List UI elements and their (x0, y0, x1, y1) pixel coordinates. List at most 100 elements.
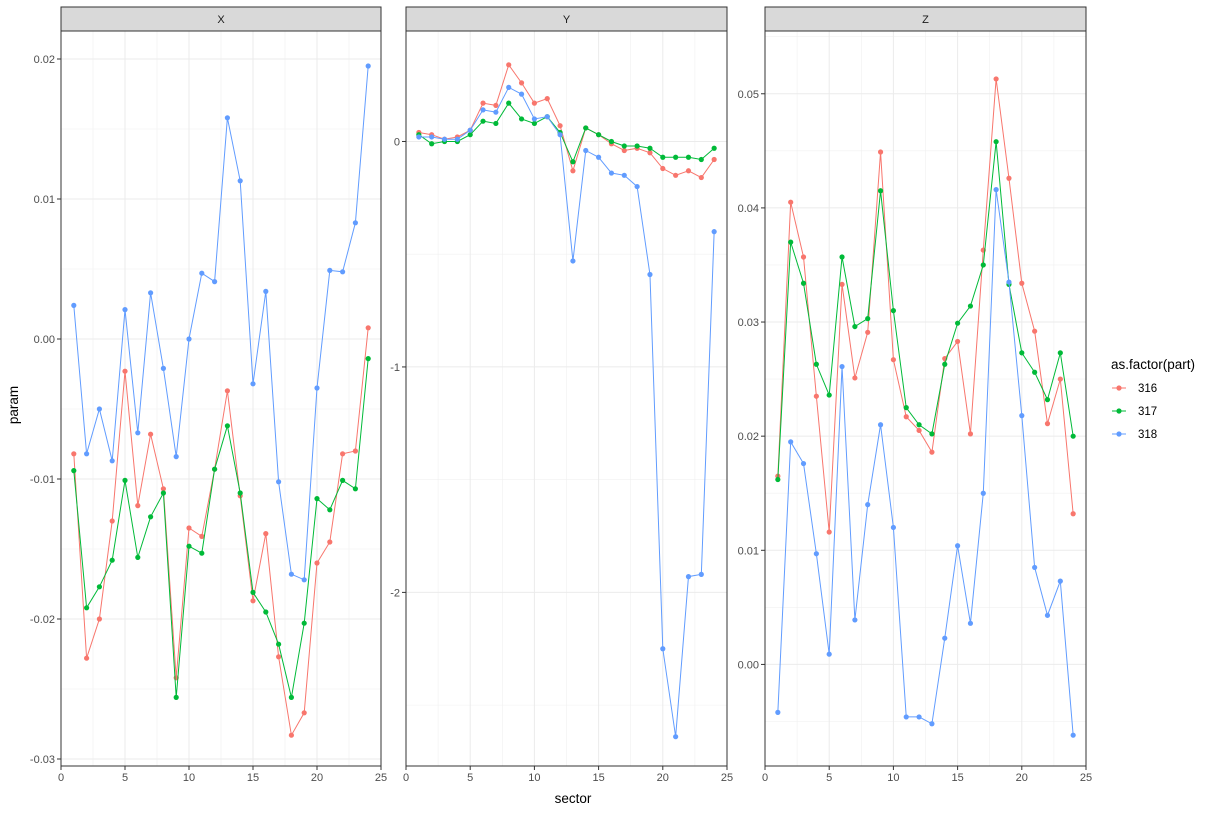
data-point-317 (429, 141, 435, 147)
data-point-318 (441, 136, 448, 142)
data-point-316 (698, 174, 704, 181)
data-point-317 (352, 486, 358, 492)
data-point-316 (647, 150, 653, 156)
y-tick-label: -0.02 (30, 614, 55, 626)
data-point-318 (493, 109, 499, 115)
data-point-318 (288, 571, 294, 577)
data-point-318 (826, 651, 832, 657)
data-point-316 (685, 168, 692, 174)
panel-x: X 0 5 10 15 20 25 -0.03 -0.02 -0.01 0.00 0.01 0.02 (30, 6, 387, 784)
data-point-317 (109, 557, 115, 563)
facet-strip (764, 6, 1087, 32)
legend-key-point (1116, 385, 1122, 391)
facet-label: Y (563, 14, 571, 26)
data-point-317 (493, 120, 499, 127)
data-point-318 (916, 714, 922, 720)
y-tick-label: 0.00 (34, 334, 55, 346)
series-line-317 (777, 141, 1074, 480)
data-point-318 (621, 172, 627, 178)
data-point-316 (673, 172, 679, 178)
data-point-318 (1057, 578, 1063, 584)
data-point-318 (531, 116, 538, 122)
data-point-318 (698, 571, 704, 577)
data-point-318 (1070, 732, 1076, 738)
data-point-318 (96, 406, 102, 412)
data-point-317 (826, 392, 832, 398)
data-point-316 (148, 431, 154, 437)
data-point-316 (711, 156, 717, 163)
data-point-318 (314, 385, 320, 391)
data-point-316 (839, 281, 845, 287)
data-point-317 (122, 477, 128, 483)
data-point-316 (160, 486, 166, 492)
data-point-317 (237, 490, 243, 496)
data-point-317 (980, 262, 986, 268)
data-point-317 (160, 490, 166, 496)
data-point-316 (327, 539, 333, 545)
data-point-316 (288, 732, 294, 738)
data-point-318 (506, 84, 512, 90)
data-point-316 (1044, 421, 1051, 427)
data-point-317 (212, 466, 218, 472)
data-point-317 (570, 159, 576, 165)
data-point-317 (916, 422, 922, 428)
data-point-318 (570, 258, 576, 264)
data-point-317 (788, 239, 794, 245)
x-tick-label: 0 (58, 772, 64, 784)
data-point-317 (621, 143, 627, 149)
y-tick-label: 0.04 (738, 203, 759, 215)
data-point-316 (877, 149, 884, 155)
data-point-317 (276, 641, 282, 647)
series-line-316 (73, 327, 369, 737)
data-point-317 (314, 496, 320, 502)
data-point-318 (186, 336, 192, 342)
data-point-318 (839, 363, 845, 370)
data-point-318 (685, 574, 692, 580)
data-point-318 (71, 302, 77, 308)
data-point-318 (634, 183, 640, 190)
data-point-317 (647, 145, 653, 151)
data-point-316 (788, 199, 794, 205)
data-point-318 (467, 127, 473, 133)
data-point-318 (647, 271, 653, 278)
data-point-316 (1032, 328, 1038, 334)
y-tick-label: 0 (394, 136, 400, 148)
data-point-318 (173, 454, 179, 460)
x-tick-label: 20 (1016, 772, 1028, 784)
legend-key-point (1116, 408, 1122, 414)
data-point-316 (109, 518, 115, 524)
data-point-317 (865, 316, 871, 322)
data-point-318 (660, 646, 666, 652)
data-point-318 (263, 288, 269, 294)
x-tick-label: 10 (183, 772, 195, 784)
data-point-316 (186, 525, 192, 531)
data-point-317 (955, 320, 961, 326)
x-tick-label: 20 (657, 772, 669, 784)
data-point-318 (276, 479, 282, 485)
y-tick-label: -2 (390, 587, 400, 599)
y-tick-label: 0.03 (738, 317, 759, 329)
data-point-317 (531, 120, 538, 127)
data-point-316 (199, 533, 205, 540)
data-point-318 (775, 709, 781, 715)
x-tick-label: 20 (311, 772, 323, 784)
facet-label: Z (922, 14, 929, 26)
legend-item-317: 317 (1112, 406, 1157, 418)
data-point-318 (800, 460, 807, 467)
facet-label: X (217, 14, 225, 26)
data-point-317 (1032, 369, 1038, 375)
data-point-317 (929, 431, 935, 437)
data-point-318 (122, 307, 128, 313)
data-point-318 (877, 422, 884, 428)
legend-item-318: 318 (1112, 429, 1157, 441)
data-point-316 (903, 414, 909, 420)
x-tick-label: 0 (403, 772, 409, 784)
data-point-318 (788, 439, 794, 445)
x-tick-label: 15 (951, 772, 963, 784)
data-point-316 (365, 325, 371, 331)
data-point-316 (340, 451, 346, 457)
data-point-318 (237, 178, 243, 184)
x-axis-title: sector (555, 791, 592, 806)
x-tick-label: 10 (887, 772, 899, 784)
